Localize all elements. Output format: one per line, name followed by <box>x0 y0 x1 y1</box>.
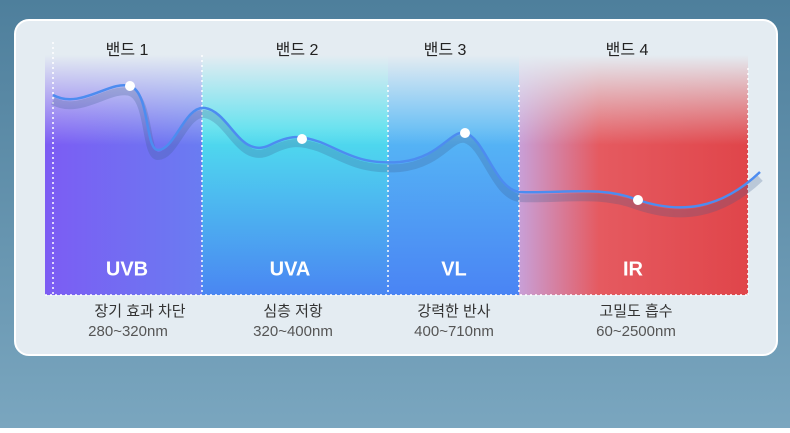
curve-dots <box>125 81 643 205</box>
band-name: UVB <box>106 258 148 280</box>
band-description: 강력한 반사 <box>417 303 490 320</box>
band-range: 400~710nm <box>414 323 494 340</box>
fade-overlay <box>45 55 748 145</box>
band-description: 장기 효과 차단 <box>94 303 185 320</box>
band-range: 60~2500nm <box>596 323 676 340</box>
dividers <box>45 42 749 296</box>
band-range: 320~400nm <box>253 323 333 340</box>
band-description: 고밀도 흡수 <box>599 303 672 320</box>
band-label: 밴드 2 <box>276 41 319 59</box>
band-label: 밴드 3 <box>424 41 467 59</box>
band-name: VL <box>441 258 467 280</box>
band-label: 밴드 1 <box>106 41 149 59</box>
band-name: UVA <box>270 258 311 280</box>
band-name: IR <box>623 258 644 280</box>
curve <box>52 83 761 209</box>
band-range: 280~320nm <box>88 323 168 340</box>
band-label: 밴드 4 <box>606 41 649 59</box>
band-description: 심층 저항 <box>263 303 323 320</box>
curve-shadow <box>51 87 763 218</box>
